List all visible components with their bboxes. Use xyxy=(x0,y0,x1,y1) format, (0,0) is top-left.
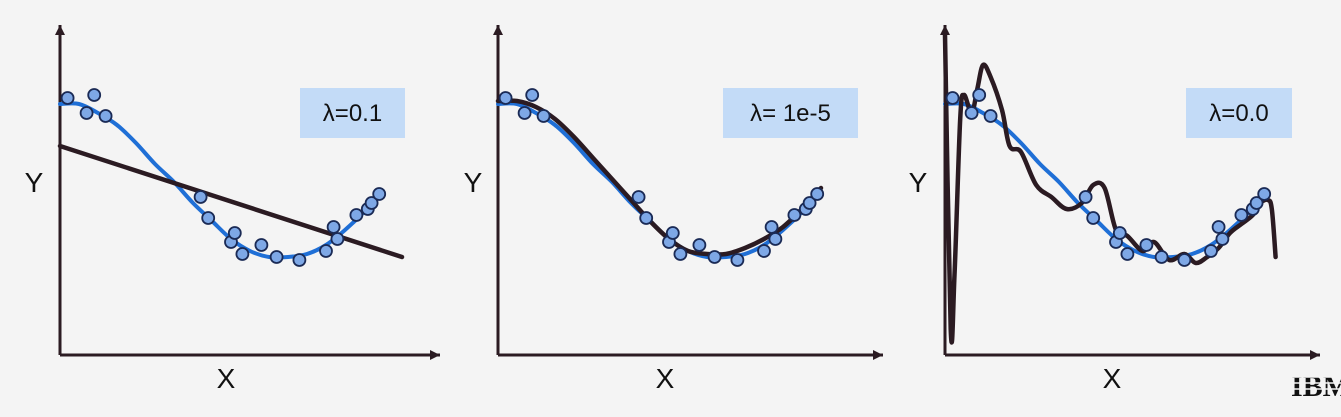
data-point xyxy=(319,244,333,258)
underlying-curve xyxy=(943,101,1270,260)
ibm-logo: IBM xyxy=(1290,370,1341,403)
data-point xyxy=(768,232,783,246)
lambda-label-box xyxy=(300,88,405,138)
data-point xyxy=(1154,250,1169,264)
data-point xyxy=(707,250,722,264)
data-point xyxy=(201,211,216,225)
data-point xyxy=(193,190,208,204)
data-point xyxy=(673,247,688,261)
fit-curve xyxy=(495,98,824,257)
data-point xyxy=(98,109,113,123)
data-point xyxy=(235,247,250,261)
data-point xyxy=(692,238,707,252)
data-point xyxy=(810,187,825,201)
lambda-label: λ=0.0 xyxy=(1209,100,1268,127)
data-point xyxy=(1177,253,1192,267)
data-point xyxy=(87,88,102,102)
data-point xyxy=(945,91,960,105)
y-axis-arrow xyxy=(55,25,65,35)
data-point xyxy=(364,196,379,210)
data-point xyxy=(802,196,817,210)
data-point xyxy=(972,88,987,102)
data-point xyxy=(1215,232,1230,246)
data-point xyxy=(372,187,387,201)
data-point xyxy=(269,250,284,264)
data-point xyxy=(326,220,341,234)
data-point xyxy=(1086,211,1101,225)
data-point xyxy=(631,190,646,204)
data-point xyxy=(639,211,654,225)
lambda-label: λ= 1e-5 xyxy=(750,100,831,127)
data-point xyxy=(665,226,680,240)
data-point xyxy=(983,109,998,123)
data-point xyxy=(764,220,779,234)
data-point xyxy=(1257,187,1272,201)
data-point xyxy=(1249,196,1264,210)
data-point xyxy=(330,232,345,246)
data-point xyxy=(349,208,364,222)
data-point xyxy=(1234,208,1249,222)
data-point xyxy=(757,244,771,258)
x-axis-label: X xyxy=(1103,363,1122,394)
data-point xyxy=(517,106,532,120)
data-point xyxy=(787,208,802,222)
fit-curve xyxy=(942,32,1278,345)
y-axis-arrow xyxy=(940,25,950,35)
data-point xyxy=(292,253,307,267)
data-point xyxy=(525,88,540,102)
lambda-label: λ=0.1 xyxy=(323,100,382,127)
panel-lambda-0.1: Y Xλ=0.1 xyxy=(25,25,440,394)
data-point xyxy=(1120,247,1135,261)
data-point xyxy=(536,109,551,123)
y-axis-label: Y xyxy=(464,167,483,198)
x-axis-label: X xyxy=(217,363,236,394)
x-axis-arrow xyxy=(430,350,440,360)
data-point xyxy=(254,238,269,252)
data-point xyxy=(1078,190,1093,204)
data-point xyxy=(730,253,745,267)
lambda-label-box xyxy=(723,88,858,138)
panel-lambda-1e-5: Y Xλ= 1e-5 xyxy=(464,25,883,394)
svg-text:IBM: IBM xyxy=(1291,370,1341,403)
x-axis-arrow xyxy=(873,350,883,360)
data-point xyxy=(964,106,979,120)
data-point xyxy=(1211,220,1226,234)
data-point xyxy=(1139,238,1154,252)
underlying-curve xyxy=(58,101,385,260)
y-axis-label: Y xyxy=(25,167,44,198)
data-point xyxy=(79,106,94,120)
x-axis-arrow xyxy=(1310,350,1320,360)
panel-lambda-0.0: Y Xλ=0.0 xyxy=(909,25,1320,394)
fit-curve xyxy=(57,143,405,260)
y-axis-arrow xyxy=(493,25,503,35)
data-point xyxy=(1112,226,1127,240)
data-point xyxy=(1204,244,1218,258)
data-point xyxy=(227,226,242,240)
x-axis-label: X xyxy=(656,363,675,394)
data-point xyxy=(498,91,513,105)
data-point xyxy=(60,91,75,105)
y-axis-label: Y xyxy=(909,167,928,198)
lambda-label-box xyxy=(1186,88,1292,138)
